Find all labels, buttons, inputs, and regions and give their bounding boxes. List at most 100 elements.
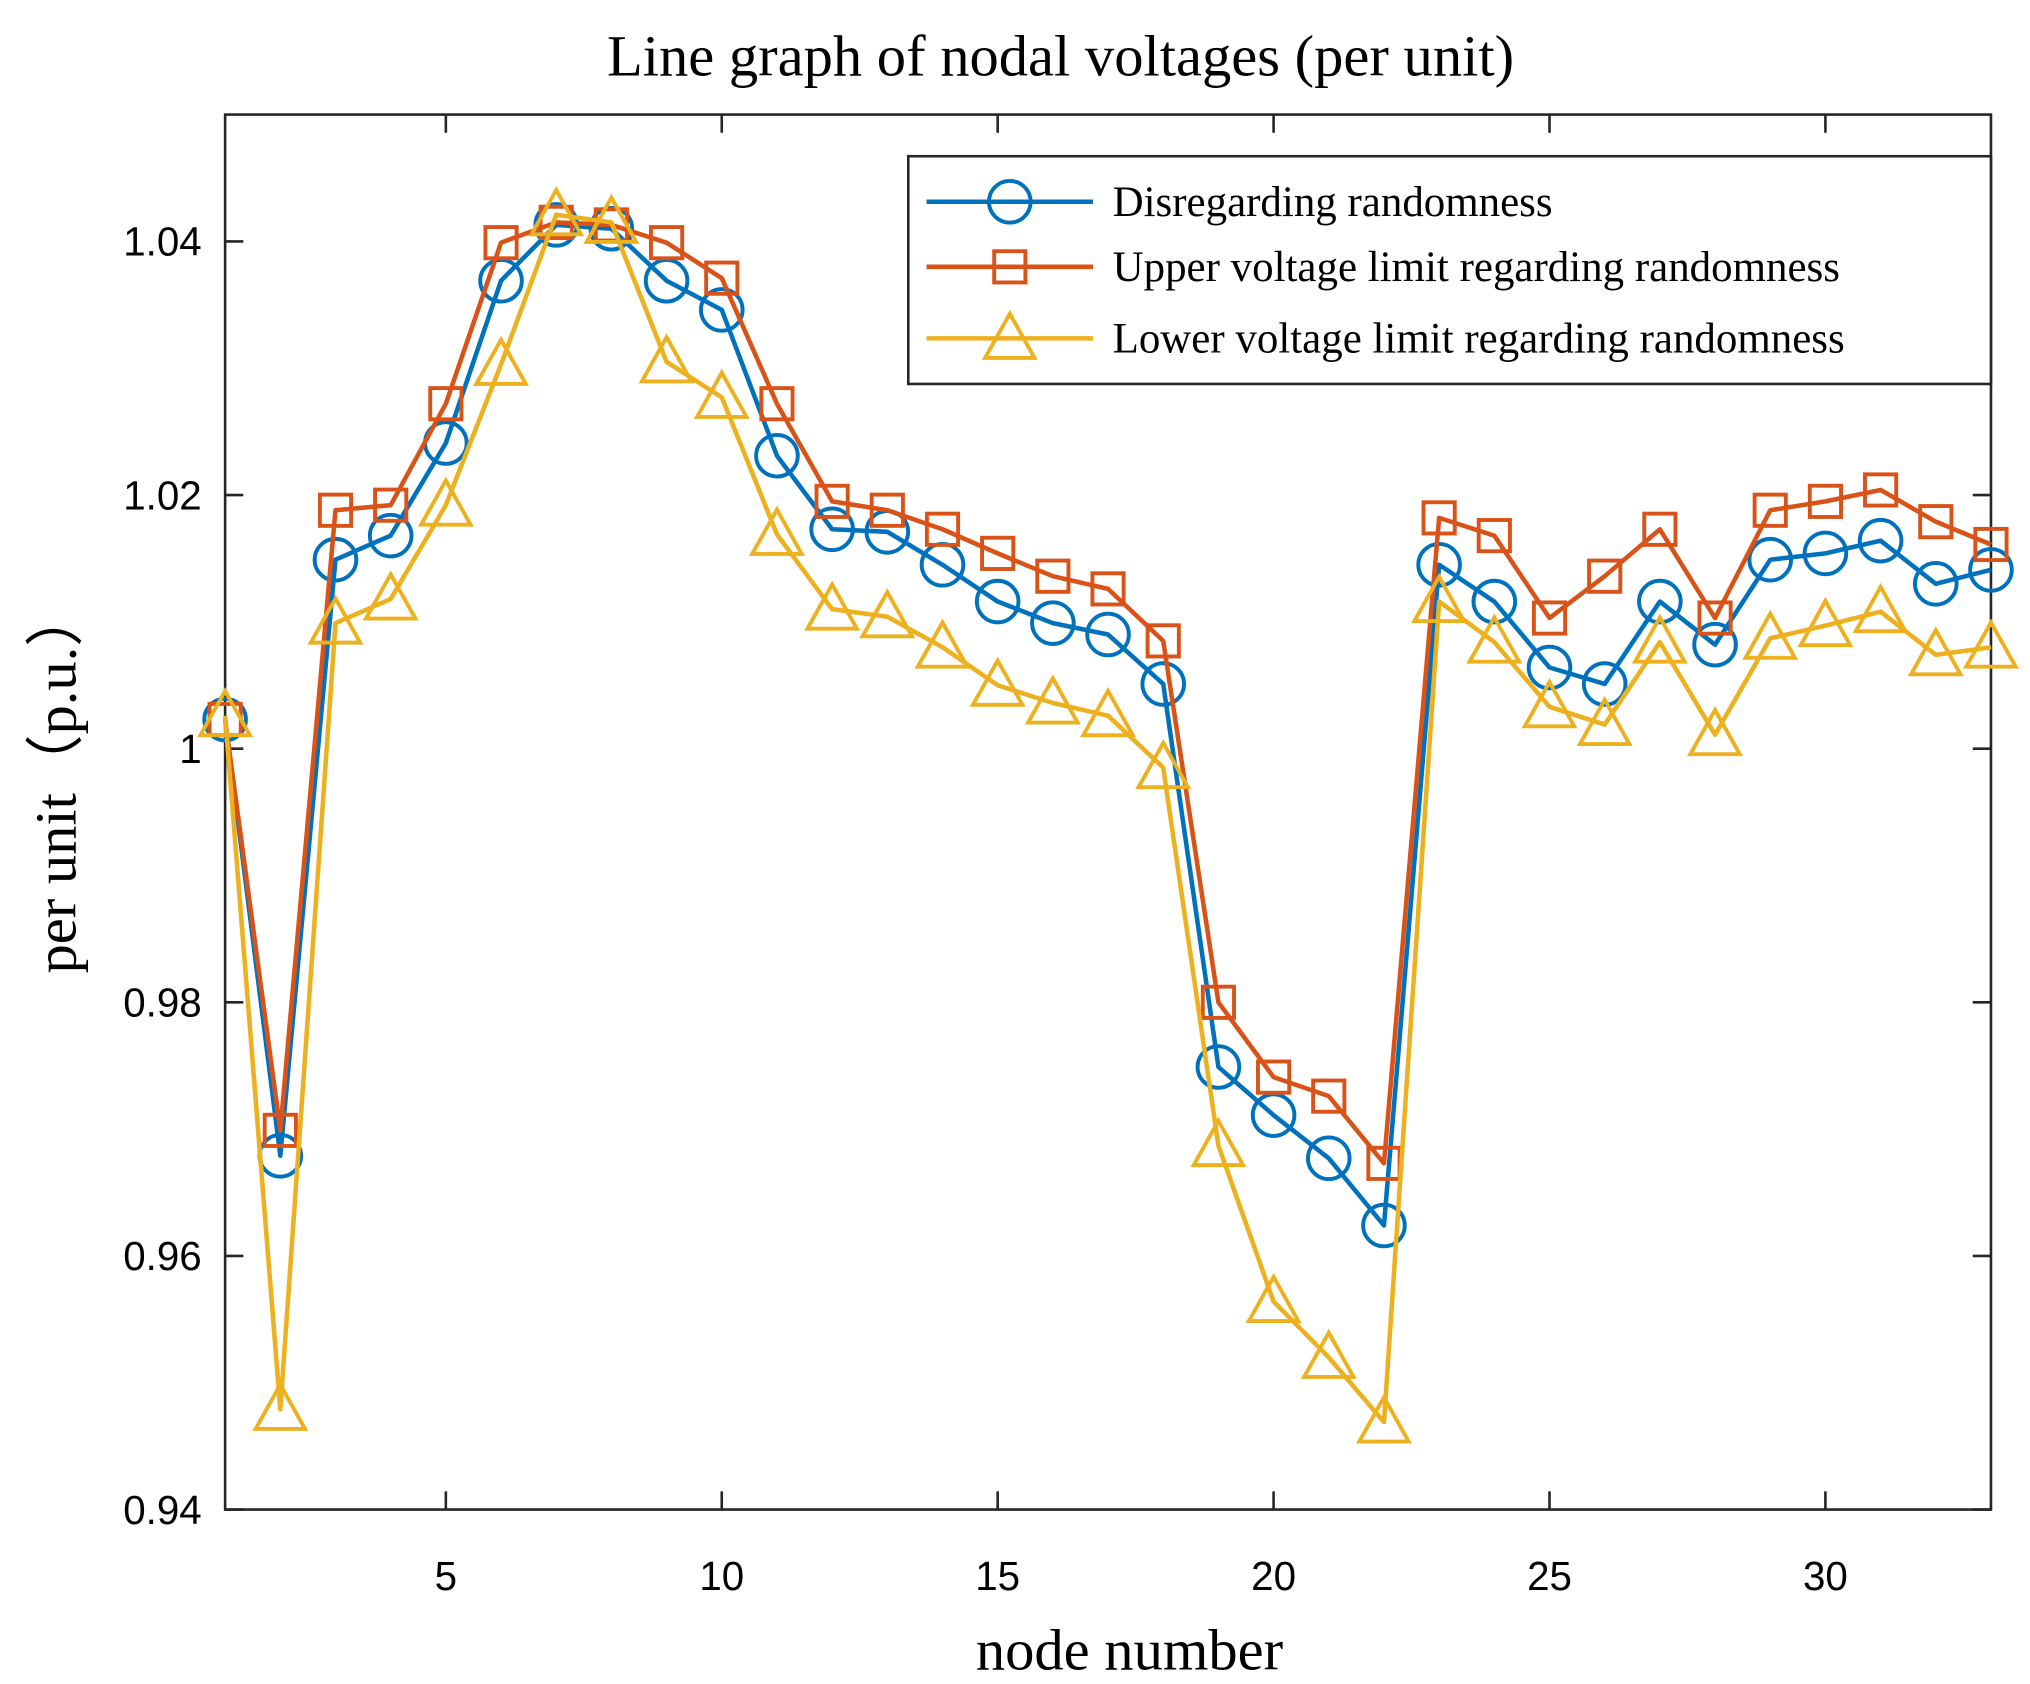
data-point-square — [1476, 518, 1512, 554]
data-point-circle — [1802, 530, 1849, 577]
data-point-square — [1421, 500, 1457, 536]
data-point-triangle — [417, 476, 474, 527]
data-point-square — [262, 1112, 298, 1148]
data-point-square — [1807, 483, 1843, 519]
data-point-circle — [698, 287, 745, 333]
data-point-circle — [1637, 578, 1683, 625]
data-point-triangle — [1079, 686, 1137, 738]
data-point-circle — [1968, 547, 2014, 593]
series-triangle — [197, 186, 2020, 1444]
data-point-square — [373, 487, 409, 523]
data-point-triangle — [362, 570, 419, 621]
data-point-square — [1035, 558, 1071, 594]
data-point-square — [1531, 600, 1568, 636]
data-point-triangle — [1907, 626, 1964, 677]
data-point-triangle — [638, 333, 695, 384]
data-point-square — [704, 260, 740, 296]
data-point-triangle — [1631, 613, 1688, 664]
data-point-triangle — [1300, 1328, 1357, 1379]
data-point-triangle — [1686, 705, 1744, 757]
data-point-square — [1090, 571, 1126, 607]
data-point-square — [1697, 600, 1733, 636]
data-point-circle — [1692, 621, 1738, 668]
data-point-square — [649, 225, 685, 261]
data-point-circle — [1030, 600, 1076, 646]
y-tick-label: 1.02 — [123, 472, 202, 518]
legend-label: Disregarding randomness — [1113, 179, 1553, 226]
y-axis-label: per unit（p.u.） — [23, 588, 88, 973]
data-point-circle — [312, 536, 359, 583]
data-point-triangle — [859, 588, 916, 639]
data-point-circle — [1526, 644, 1573, 691]
data-point-triangle — [1190, 1116, 1247, 1168]
data-point-triangle — [748, 505, 805, 556]
series-line — [222, 222, 1992, 1228]
data-point-triangle — [197, 686, 254, 738]
data-point-triangle — [1852, 582, 1909, 634]
data-point-triangle — [1135, 738, 1192, 790]
legend: Disregarding randomness Upper voltage lim… — [906, 154, 1993, 386]
data-point-triangle — [914, 618, 971, 669]
data-point-square — [814, 483, 850, 519]
data-point-circle — [1361, 1202, 1407, 1249]
data-point-circle — [1195, 1044, 1242, 1090]
data-point-circle — [1305, 1135, 1352, 1182]
data-point-square — [759, 386, 795, 422]
data-point-circle — [809, 506, 855, 553]
data-point-triangle — [1245, 1272, 1302, 1324]
legend-box — [906, 154, 1993, 386]
data-point-circle — [1857, 517, 1904, 564]
data-point-circle — [754, 432, 800, 479]
x-tick-label: 30 — [1803, 1553, 1848, 1599]
data-point-square — [428, 386, 464, 422]
data-point-triangle — [1521, 678, 1578, 729]
data-point-square — [1311, 1078, 1347, 1114]
data-point-square — [1642, 511, 1678, 547]
x-tick-label: 25 — [1527, 1553, 1572, 1599]
series-line — [222, 220, 1992, 1166]
data-point-triangle — [969, 656, 1026, 707]
data-point-triangle — [528, 186, 585, 237]
data-point-triangle — [307, 594, 364, 645]
data-point-square — [1752, 492, 1788, 528]
data-point-square — [483, 225, 519, 261]
data-point-square — [538, 204, 574, 240]
data-point-square — [924, 511, 961, 547]
chart-title: Line graph of nodal voltages (per unit) — [607, 24, 1514, 89]
x-tick-label: 20 — [1251, 1553, 1296, 1599]
data-point-triangle — [472, 335, 530, 386]
data-point-circle — [1140, 661, 1186, 707]
data-point-square — [1973, 526, 2009, 563]
data-point-triangle — [693, 368, 750, 419]
data-point-circle — [1747, 536, 1794, 583]
data-point-square — [1918, 504, 1954, 540]
data-point-circle — [1471, 578, 1518, 625]
data-point-triangle — [804, 580, 861, 631]
data-point-triangle — [1576, 695, 1633, 747]
data-point-circle — [1581, 661, 1628, 707]
data-point-triangle — [1466, 613, 1523, 664]
series-group — [197, 186, 2020, 1444]
x-tick-label: 5 — [435, 1553, 457, 1599]
legend-marker-square — [992, 249, 1028, 285]
data-point-circle — [367, 512, 414, 559]
data-point-square — [1145, 623, 1181, 659]
data-point-triangle — [1962, 618, 2020, 669]
legend-marker-circle — [987, 178, 1033, 225]
y-tick-label: 1 — [179, 726, 201, 772]
legend-label: Lower voltage limit regarding randomness — [1113, 316, 1845, 363]
data-point-triangle — [1742, 609, 1799, 660]
legend-marker-triangle — [981, 309, 1038, 360]
data-point-square — [1587, 558, 1623, 594]
data-point-triangle — [583, 193, 640, 244]
data-point-circle — [1085, 611, 1131, 658]
data-point-square — [980, 535, 1016, 571]
x-tick-label: 10 — [699, 1553, 744, 1599]
data-point-circle — [974, 578, 1021, 625]
data-point-triangle — [252, 1380, 309, 1431]
axes: 0.94 0.96 0.98 1 1.02 1.04 5 10 15 20 25 30 — [123, 114, 1991, 1599]
data-point-triangle — [1411, 572, 1468, 624]
y-tick-label: 1.04 — [123, 219, 202, 265]
series-line — [222, 212, 1992, 1425]
y-tick-label: 0.96 — [123, 1233, 202, 1279]
